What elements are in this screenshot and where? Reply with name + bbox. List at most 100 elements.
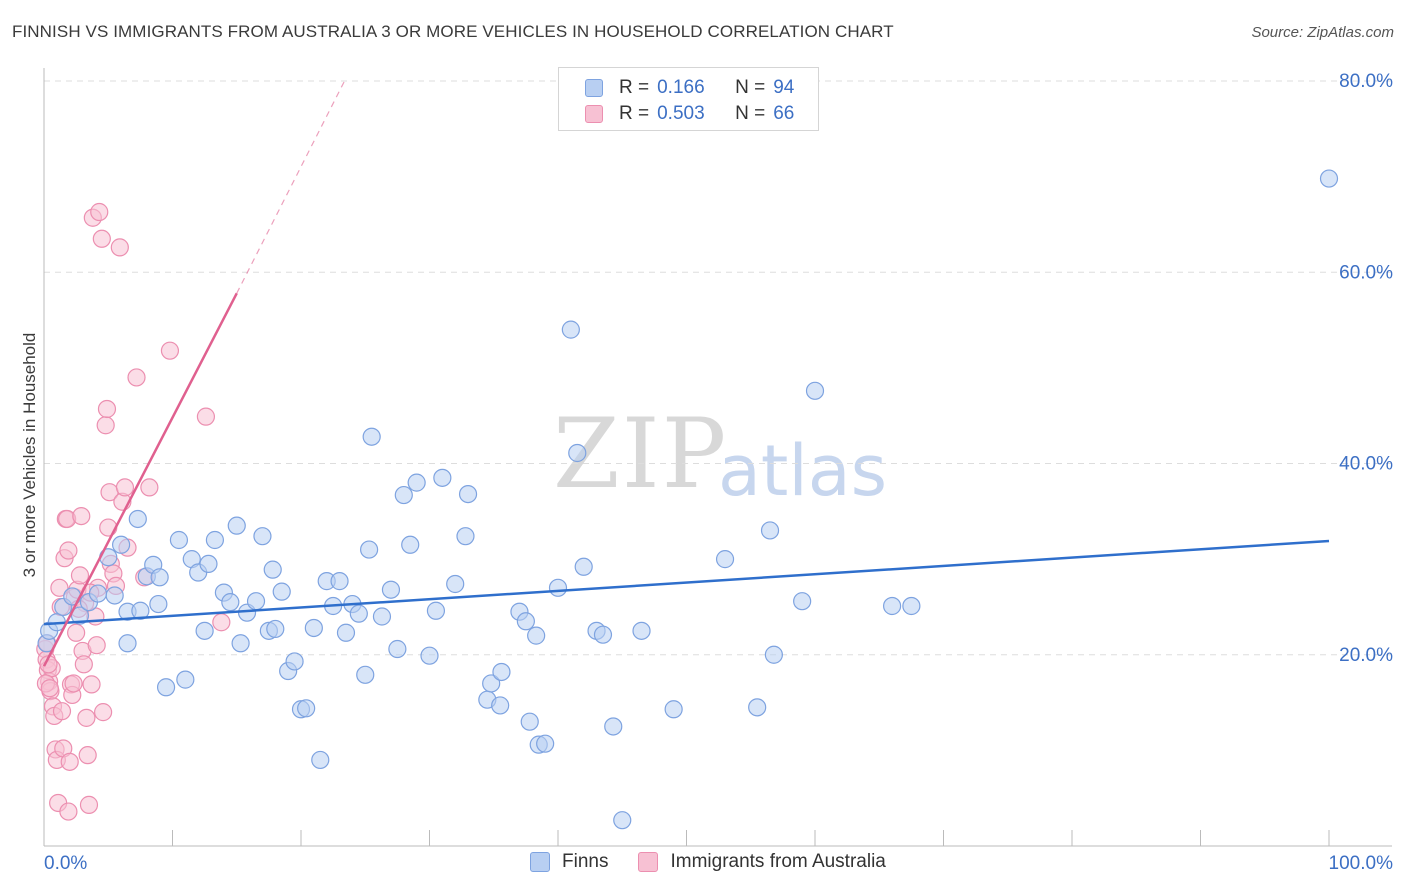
data-point-finns [246, 592, 266, 611]
legend-item-finns: Finns [530, 851, 608, 873]
data-point-australia [60, 752, 79, 771]
data-point-australia [94, 703, 113, 722]
watermark-atlas: atlas [718, 430, 888, 512]
data-point-finns [426, 601, 446, 620]
data-point-australia [96, 416, 115, 435]
data-point-finns [407, 473, 426, 492]
data-point-finns [105, 586, 124, 605]
data-point-australia [212, 613, 231, 632]
data-point-finns [748, 698, 767, 717]
data-point-finns [297, 699, 316, 718]
data-point-australia [64, 674, 83, 693]
data-point-finns [263, 560, 282, 579]
data-point-australia [79, 795, 99, 814]
data-point-australia [160, 341, 180, 360]
data-point-finns [715, 550, 735, 569]
legend-n-value-finns: 94 [773, 77, 795, 98]
legend-swatch-finns [585, 79, 603, 97]
data-point-finns [805, 381, 825, 400]
data-point-finns [446, 574, 465, 594]
data-point-australia [97, 399, 117, 419]
x-tick-label-max: 100.0% [1329, 853, 1394, 874]
data-point-finns [568, 443, 587, 463]
data-point-finns [330, 572, 349, 591]
data-point-finns [527, 626, 546, 645]
data-point-finns [356, 665, 375, 684]
data-point-australia [77, 708, 96, 727]
data-point-finns [381, 580, 401, 599]
data-point-australia [196, 407, 216, 426]
data-point-finns [221, 593, 240, 612]
data-point-finns [574, 557, 593, 576]
data-point-finns [760, 521, 780, 540]
data-point-finns [664, 700, 683, 719]
legend-r-label: R = [619, 103, 650, 124]
y-tick-label: 80.0% [1339, 71, 1393, 92]
data-point-australia [67, 623, 86, 642]
data-point-finns [632, 621, 651, 640]
data-point-finns [360, 540, 379, 559]
data-point-finns [520, 712, 539, 731]
data-point-finns [272, 582, 291, 601]
data-point-finns [394, 485, 413, 505]
data-point-australia [59, 541, 78, 560]
legend-row-finns: R = 0.166 N = 94 [585, 76, 794, 100]
series-legend: Finns Immigrants from Australia [530, 851, 916, 873]
data-point-finns [111, 535, 131, 554]
data-point-finns [420, 646, 439, 665]
data-point-finns [458, 485, 478, 504]
legend-n-label: N = [735, 103, 766, 124]
data-point-finns [195, 621, 214, 640]
y-tick-label: 60.0% [1339, 262, 1393, 283]
grid-lines [44, 80, 1392, 656]
data-point-australia [78, 746, 97, 765]
data-point-finns [199, 554, 218, 574]
data-point-finns [492, 662, 511, 682]
x-tick-label-min: 0.0% [44, 853, 87, 874]
data-point-finns [205, 530, 225, 550]
data-point-australia [40, 679, 59, 698]
data-point-finns [902, 596, 921, 616]
data-point-australia [87, 636, 106, 655]
data-point-australia [140, 478, 159, 497]
data-point-finns [266, 619, 285, 639]
data-point-finns [169, 530, 189, 550]
data-point-australia [110, 238, 129, 257]
trend-lines [42, 77, 1330, 667]
legend-n-label: N = [735, 77, 766, 98]
legend-n-value-australia: 66 [773, 103, 795, 124]
data-point-finns [231, 634, 250, 653]
data-point-finns [482, 674, 501, 693]
data-point-finns [176, 670, 195, 689]
data-point-australia [59, 802, 78, 821]
data-point-finns [311, 750, 330, 770]
data-point-finns [433, 468, 452, 487]
data-point-finns [131, 601, 150, 620]
data-point-finns [1319, 169, 1339, 188]
data-point-australia [115, 478, 135, 497]
data-point-australia [70, 566, 90, 585]
tick-labels: 20.0% 40.0% 60.0% 80.0% 0.0% 100.0% [44, 71, 1393, 874]
chart-title: FINNISH VS IMMIGRANTS FROM AUSTRALIA 3 O… [12, 22, 894, 41]
data-point-australia [50, 578, 69, 597]
data-point-finns [536, 734, 555, 753]
trend-line-australia [42, 292, 238, 667]
data-point-finns [149, 594, 168, 614]
legend-item-australia: Immigrants from Australia [638, 851, 886, 873]
data-point-finns [516, 612, 535, 631]
data-point-finns [362, 427, 381, 446]
data-point-finns [548, 578, 568, 597]
data-point-finns [613, 811, 632, 830]
data-point-australia [72, 506, 91, 526]
data-point-finns [882, 596, 902, 616]
axes [43, 68, 1392, 847]
data-point-finns [150, 568, 169, 587]
legend-label-finns: Finns [562, 851, 609, 872]
data-point-finns [372, 607, 392, 626]
data-point-australia [127, 368, 146, 387]
data-point-australia [92, 229, 111, 248]
legend-label-australia: Immigrants from Australia [670, 851, 886, 872]
legend-row-australia: R = 0.503 N = 66 [585, 102, 794, 126]
data-point-finns [118, 634, 137, 653]
data-point-finns [285, 652, 304, 671]
